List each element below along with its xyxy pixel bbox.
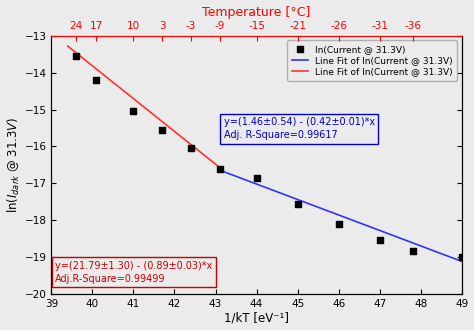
Point [72, 53, 80, 59]
Point [294, 201, 301, 206]
Point [253, 175, 260, 181]
Text: y=(1.46±0.54) - (0.42±0.01)*x
Adj. R-Square=0.99617: y=(1.46±0.54) - (0.42±0.01)*x Adj. R-Squ… [224, 117, 375, 140]
Point [92, 78, 100, 83]
Point [129, 109, 137, 114]
Point [187, 146, 195, 151]
Point [216, 166, 223, 171]
Point [158, 127, 166, 133]
Text: y=(21.79±1.30) - (0.89±0.03)*x
Adj.R-Square=0.99499: y=(21.79±1.30) - (0.89±0.03)*x Adj.R-Squ… [55, 261, 213, 284]
Point [335, 221, 342, 226]
X-axis label: 1/kT [eV⁻¹]: 1/kT [eV⁻¹] [224, 312, 289, 324]
Point [376, 238, 383, 243]
X-axis label: Temperature [°C]: Temperature [°C] [202, 6, 311, 18]
Point [458, 254, 465, 260]
Legend: ln(Current @ 31.3V), Line Fit of ln(Current @ 31.3V), Line Fit of ln(Current @ 3: ln(Current @ 31.3V), Line Fit of ln(Curr… [287, 41, 457, 81]
Point [409, 249, 416, 254]
Y-axis label: $\ln(I_{dark}\ @\ 31.3V)$: $\ln(I_{dark}\ @\ 31.3V)$ [6, 117, 22, 213]
